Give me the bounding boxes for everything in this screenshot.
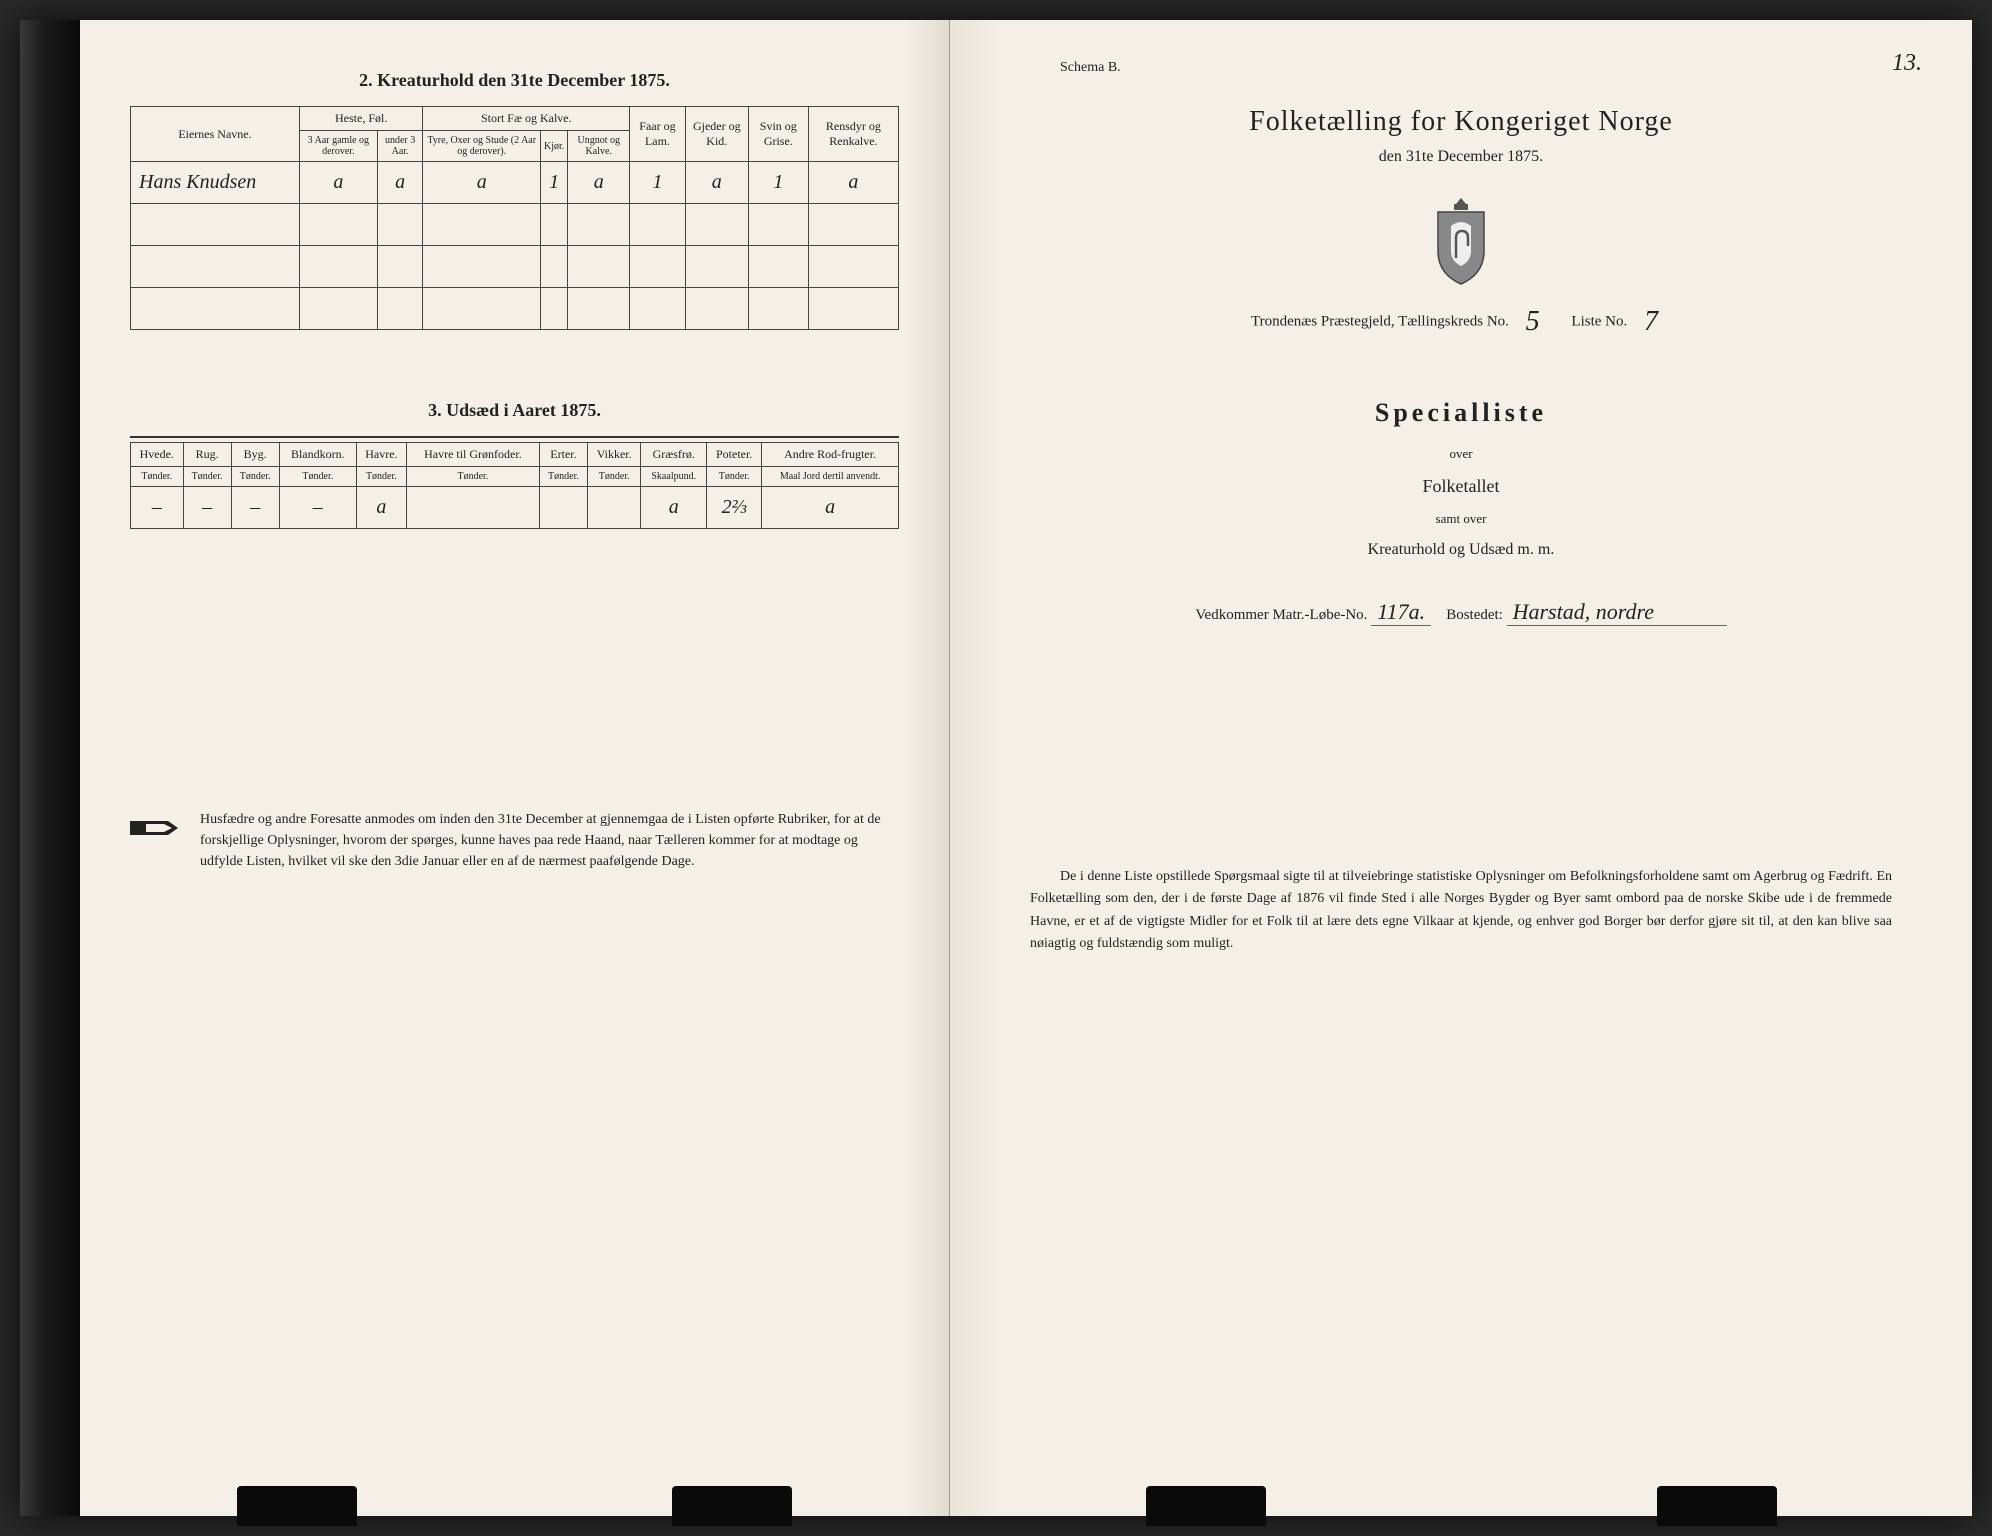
seed-col: Blandkorn. [279,443,356,467]
seed-cell: – [279,487,356,529]
liste-label: Liste No. [1571,313,1627,329]
seed-unit: Maal Jord dertil anvendt. [762,467,899,487]
seed-col: Havre til Grønfoder. [406,443,539,467]
special-title: Specialliste [1000,398,1922,428]
samt-over-label: samt over [1000,511,1922,527]
col-faar: Faar og Lam. [630,107,686,162]
table-row [131,204,899,246]
seed-col: Rug. [183,443,231,467]
seed-col: Poteter. [707,443,762,467]
seed-unit: Tønder. [539,467,587,487]
seed-cell [406,487,539,529]
district-line: Trondenæs Præstegjeld, Tællingskreds No.… [1000,306,1922,338]
right-page: Schema B. 13. Folketælling for Kongerige… [950,20,1972,1516]
section3-title: 3. Udsæd i Aaret 1875. [130,400,899,421]
seed-cell [539,487,587,529]
matr-number: 117a. [1371,599,1431,626]
seed-cell: a [356,487,406,529]
bottom-paragraph: De i denne Liste opstillede Spørgsmaal s… [1000,866,1922,956]
seed-cell: – [231,487,279,529]
seed-cell [588,487,641,529]
sub-under3: under 3 Aar. [377,131,423,162]
book-spine [20,20,80,1516]
kreatur-line: Kreaturhold og Udsæd m. m. [1000,541,1922,559]
vedkommer-label: Vedkommer Matr.-Løbe-No. [1195,607,1367,623]
page-clips [950,1486,1972,1526]
bostedet-value: Harstad, nordre [1507,599,1727,626]
seed-col: Havre. [356,443,406,467]
col-owner: Eiernes Navne. [131,107,300,162]
seed-cell: a [762,487,899,529]
folketallet-label: Folketallet [1000,476,1922,497]
over-label: over [1000,446,1922,462]
district-number: 5 [1513,306,1553,338]
seed-col: Erter. [539,443,587,467]
livestock-table: Eiernes Navne. Heste, Føl. Stort Fæ og K… [130,106,899,330]
main-title: Folketælling for Kongeriget Norge [1000,106,1922,138]
seed-col: Vikker. [588,443,641,467]
seed-cell: – [131,487,184,529]
table-row: ––––aa2⅔a [131,487,899,529]
seed-units-row: Tønder.Tønder.Tønder.Tønder.Tønder.Tønde… [131,467,899,487]
district-prefix: Trondenæs Præstegjeld, Tællingskreds No. [1251,313,1509,329]
seed-unit: Tønder. [406,467,539,487]
seed-col: Græsfrø. [641,443,707,467]
table-row [131,288,899,330]
seed-unit: Tønder. [231,467,279,487]
book-spread: 2. Kreaturhold den 31te December 1875. E… [20,20,1972,1516]
sub-ungnot: Ungnot og Kalve. [568,131,630,162]
instructions-text: Husfædre og andre Foresatte anmodes om i… [200,809,899,872]
sub-tyre: Tyre, Oxer og Stude (2 Aar og derover). [423,131,541,162]
table-row [131,246,899,288]
instructions-block: Husfædre og andre Foresatte anmodes om i… [130,809,899,872]
liste-number: 7 [1631,306,1671,338]
seed-cell: a [641,487,707,529]
page-number: 13. [1892,50,1922,77]
seed-unit: Tønder. [588,467,641,487]
bostedet-label: Bostedet: [1446,607,1503,623]
schema-label: Schema B. [1060,60,1922,76]
colgrp-stort: Stort Fæ og Kalve. [423,107,630,131]
section2-title: 2. Kreaturhold den 31te December 1875. [130,70,899,91]
seed-unit: Tønder. [183,467,231,487]
seed-unit: Tønder. [279,467,356,487]
page-clips [80,1486,949,1526]
seed-unit: Tønder. [356,467,406,487]
left-page: 2. Kreaturhold den 31te December 1875. E… [80,20,950,1516]
pointing-hand-icon [130,813,180,843]
seed-col: Hvede. [131,443,184,467]
sub-3aar: 3 Aar gamle og derover. [299,131,377,162]
seed-col: Byg. [231,443,279,467]
seed-cell: – [183,487,231,529]
seed-col: Andre Rod-frugter. [762,443,899,467]
seed-header-row: Hvede.Rug.Byg.Blandkorn.Havre.Havre til … [131,443,899,467]
col-svin: Svin og Grise. [748,107,808,162]
seed-cell: 2⅔ [707,487,762,529]
col-gjeder: Gjeder og Kid. [685,107,748,162]
sub-kjor: Kjør. [541,131,568,162]
colgrp-heste: Heste, Føl. [299,107,422,131]
seed-unit: Skaalpund. [641,467,707,487]
divider [130,436,899,438]
table-row: Hans Knudsen a a a 1 a 1 a 1 a [131,162,899,204]
sub-date: den 31te December 1875. [1000,148,1922,166]
vedkommer-line: Vedkommer Matr.-Løbe-No. 117a. Bostedet:… [1000,599,1922,626]
seed-table: Hvede.Rug.Byg.Blandkorn.Havre.Havre til … [130,442,899,529]
coat-of-arms-icon [1426,196,1496,286]
seed-unit: Tønder. [131,467,184,487]
col-rensdyr: Rensdyr og Renkalve. [808,107,898,162]
seed-unit: Tønder. [707,467,762,487]
